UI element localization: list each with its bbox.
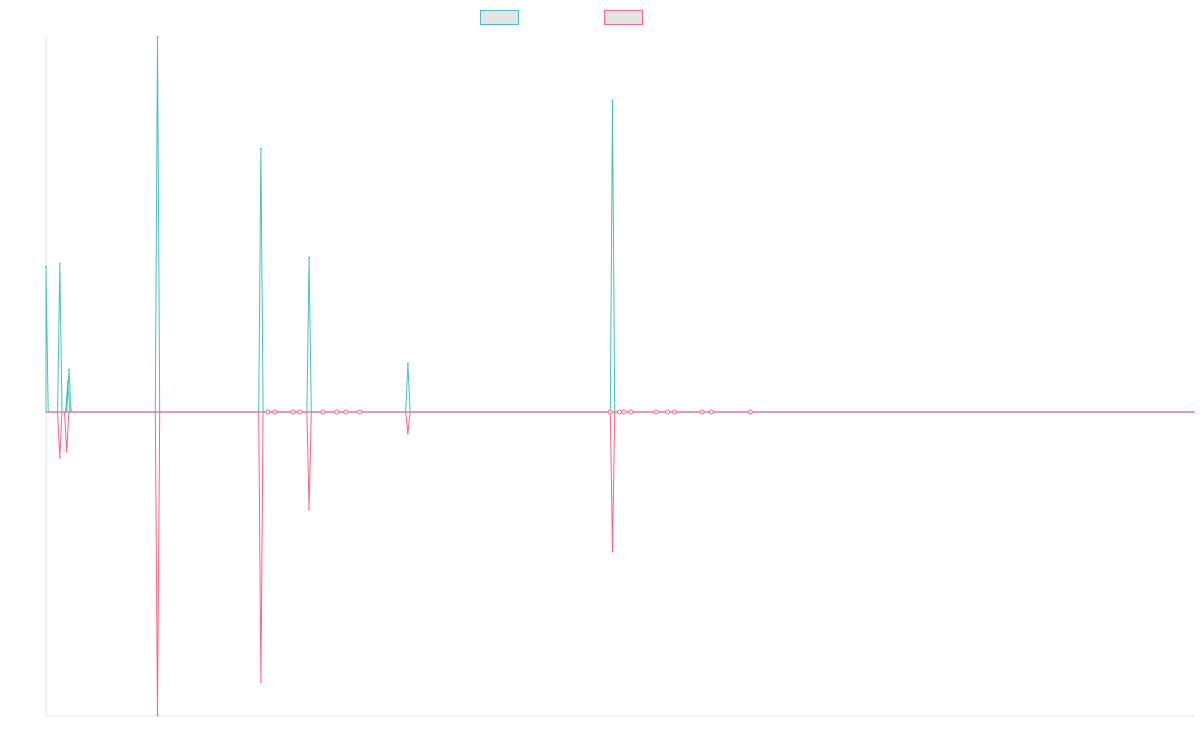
series-a-line — [45, 36, 1195, 413]
baseline-point-marker[interactable] — [320, 409, 326, 415]
series-b-peak-point[interactable] — [259, 680, 262, 683]
series-b-peak-point[interactable] — [406, 432, 409, 435]
series-a-peak-point[interactable] — [58, 262, 61, 265]
series-a-peak-point[interactable] — [156, 36, 159, 38]
baseline-point-marker[interactable] — [272, 409, 278, 415]
series-b-peak-point[interactable] — [65, 450, 68, 453]
series-a-peak-point[interactable] — [308, 256, 311, 259]
baseline-point-marker[interactable] — [297, 409, 303, 415]
series-layer — [45, 36, 1195, 716]
series-b-peak-point[interactable] — [156, 714, 159, 716]
legend-swatch-series-b[interactable] — [604, 10, 643, 25]
baseline-point-marker[interactable] — [628, 409, 634, 415]
series-a-peak-point[interactable] — [68, 368, 70, 371]
baseline-point-marker[interactable] — [747, 409, 753, 415]
baseline-point-marker[interactable] — [343, 409, 349, 415]
baseline-point-marker[interactable] — [621, 409, 627, 415]
baseline-point-marker[interactable] — [607, 409, 613, 415]
baseline-point-marker[interactable] — [334, 409, 340, 415]
series-a-peak-point[interactable] — [611, 99, 614, 102]
series-b-peak-point[interactable] — [58, 456, 61, 459]
baseline-point-marker[interactable] — [357, 409, 363, 415]
series-a-peak-point[interactable] — [406, 362, 409, 365]
baseline-point-marker[interactable] — [708, 409, 714, 415]
series-b-peak-point[interactable] — [308, 508, 311, 510]
series-a-peak-point[interactable] — [66, 380, 69, 383]
baseline-point-marker[interactable] — [699, 409, 705, 415]
baseline-point-marker[interactable] — [653, 409, 659, 415]
baseline-point-marker[interactable] — [672, 409, 677, 415]
series-a-peak-point[interactable] — [259, 147, 262, 150]
baseline-point-marker[interactable] — [665, 409, 671, 415]
legend-swatch-series-a[interactable] — [480, 10, 519, 25]
baseline-point-marker[interactable] — [290, 409, 296, 415]
series-a-peak-point[interactable] — [45, 265, 47, 268]
series-b-line — [46, 411, 1195, 716]
baseline-point-marker[interactable] — [265, 409, 271, 415]
baseline-point-marker[interactable] — [616, 409, 622, 415]
series-b-peak-point[interactable] — [611, 550, 614, 553]
